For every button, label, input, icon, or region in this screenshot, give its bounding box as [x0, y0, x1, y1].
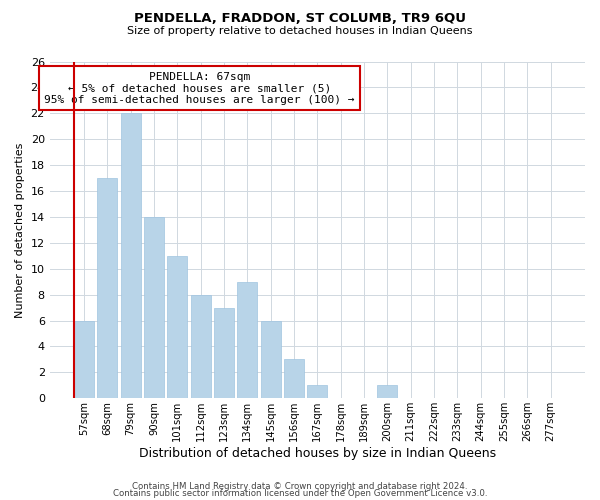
Bar: [121, 114, 140, 399]
Bar: [97, 178, 117, 398]
Bar: [214, 308, 234, 398]
Bar: [74, 320, 94, 398]
Bar: [261, 320, 281, 398]
Bar: [191, 294, 211, 399]
Text: Contains HM Land Registry data © Crown copyright and database right 2024.: Contains HM Land Registry data © Crown c…: [132, 482, 468, 491]
Text: Size of property relative to detached houses in Indian Queens: Size of property relative to detached ho…: [127, 26, 473, 36]
Bar: [238, 282, 257, 399]
Bar: [307, 386, 327, 398]
Bar: [377, 386, 397, 398]
Bar: [167, 256, 187, 398]
Text: PENDELLA: 67sqm
← 5% of detached houses are smaller (5)
95% of semi-detached hou: PENDELLA: 67sqm ← 5% of detached houses …: [44, 72, 355, 105]
Y-axis label: Number of detached properties: Number of detached properties: [15, 142, 25, 318]
X-axis label: Distribution of detached houses by size in Indian Queens: Distribution of detached houses by size …: [139, 447, 496, 460]
Text: Contains public sector information licensed under the Open Government Licence v3: Contains public sector information licen…: [113, 490, 487, 498]
Bar: [284, 360, 304, 399]
Text: PENDELLA, FRADDON, ST COLUMB, TR9 6QU: PENDELLA, FRADDON, ST COLUMB, TR9 6QU: [134, 12, 466, 26]
Bar: [144, 217, 164, 398]
